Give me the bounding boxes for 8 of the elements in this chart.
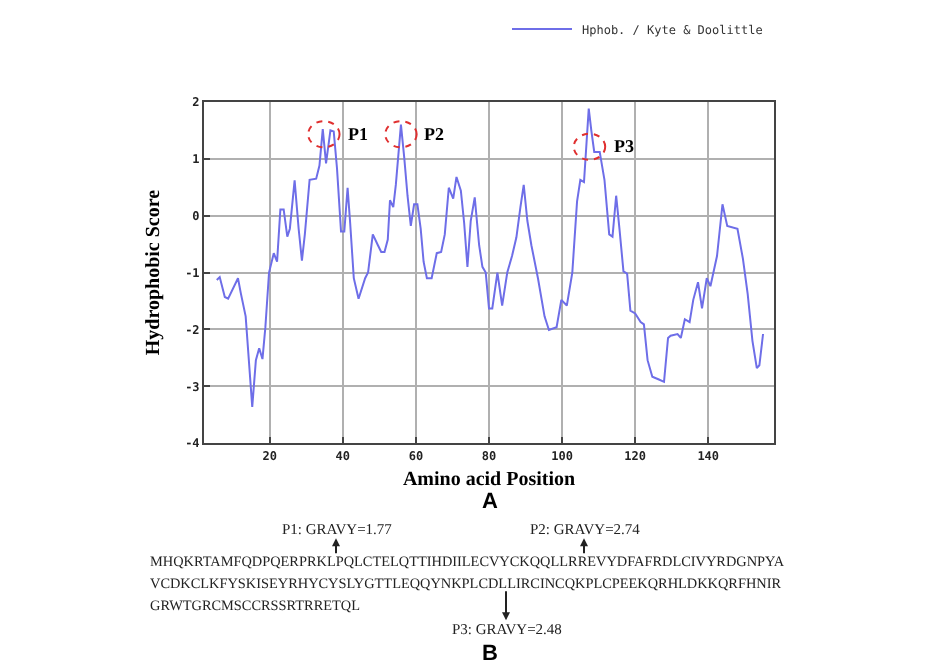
x-axis-title: Amino acid Position bbox=[402, 468, 576, 491]
y-axis-title: Hydrophobic Score bbox=[143, 188, 166, 356]
text: A bbox=[482, 490, 498, 514]
text: B bbox=[482, 642, 498, 666]
annotation: P3 bbox=[614, 136, 635, 156]
annotation: P1 bbox=[348, 124, 369, 144]
line-series bbox=[215, 107, 765, 408]
annotation: P2 bbox=[424, 124, 445, 144]
